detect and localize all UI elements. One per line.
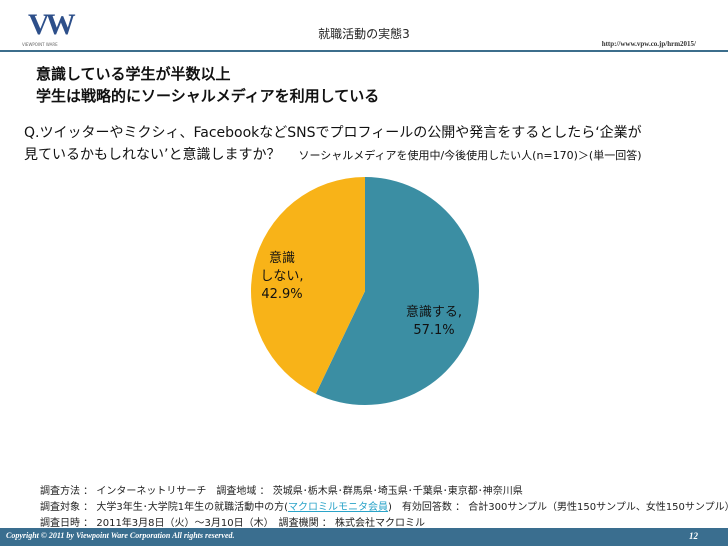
headline-line-1: 意識している学生が半数以上 (36, 65, 231, 83)
survey-target: 調査対象 ： 大学3年生･大学院1年生の就職活動中の方(マクロミルモニタ会員) … (40, 500, 728, 516)
footer-bar: Copyright © 2011 by Viewpoint Ware Corpo… (0, 528, 728, 546)
slice-label-yes-line-2: 57.1% (413, 323, 454, 338)
survey-question: Q.ツイッターやミクシィ、FacebookなどSNSでプロフィールの公開や発言を… (24, 122, 714, 167)
survey-date: 調査日時 ： 2011年3月8日（火）～3月10日（木） 調査機関 ： 株式会社… (40, 518, 425, 529)
headline: 意識している学生が半数以上 学生は戦略的にソーシャルメディアを利用している (36, 63, 379, 107)
slice-label-no-line-2: しない, (260, 269, 303, 284)
slice-label-no-line-3: 42.9% (261, 287, 302, 302)
logo-subtext: VIEWPOINT WARE (22, 42, 58, 47)
headline-line-2: 学生は戦略的にソーシャルメディアを利用している (36, 87, 380, 105)
company-logo: VW VIEWPOINT WARE (22, 8, 76, 48)
survey-target-post: ) 有効回答数 ： 合計300サンプル（男性150サンプル、女性150サンプル） (387, 502, 728, 513)
question-line-2: 見ているかもしれない’と意識しますか？ ソーシャルメディアを使用中/今後使用したい… (24, 144, 714, 167)
question-line-1: Q.ツイッターやミクシィ、FacebookなどSNSでプロフィールの公開や発言を… (24, 125, 642, 141)
pie-slice-yes (315, 177, 479, 405)
header-divider (0, 50, 728, 52)
slide-title: 就職活動の実態3 (318, 27, 410, 41)
question-note: ソーシャルメディアを使用中/今後使用したい人(n=170)＞(単一回答) (298, 149, 642, 162)
survey-target-pre: 調査対象 ： 大学3年生･大学院1年生の就職活動中の方( (40, 502, 288, 513)
survey-notes: 調査方法 ： インターネットリサーチ 調査地域 ： 茨城県･栃木県･群馬県･埼玉… (40, 484, 728, 532)
copyright: Copyright © 2011 by Viewpoint Ware Corpo… (6, 531, 235, 540)
page-number: 12 (689, 531, 698, 541)
pie-chart: 意識 しない, 42.9% 意識する, 57.1% (250, 177, 479, 405)
slice-label-yes-line-1: 意識する, (406, 304, 462, 320)
slice-label-no-line-1: 意識 (269, 250, 295, 266)
question-line-2-text: 見ているかもしれない’と意識しますか？ (24, 147, 281, 163)
macromill-monitor-link[interactable]: マクロミルモニタ会員 (287, 502, 388, 513)
logo-mark: VW (28, 8, 76, 41)
pie-slices (250, 177, 479, 405)
source-url: http://www.vpw.co.jp/hrm2015/ (601, 40, 696, 48)
survey-method: 調査方法 ： インターネットリサーチ 調査地域 ： 茨城県･栃木県･群馬県･埼玉… (40, 486, 523, 497)
pie-slice-no (250, 177, 365, 394)
